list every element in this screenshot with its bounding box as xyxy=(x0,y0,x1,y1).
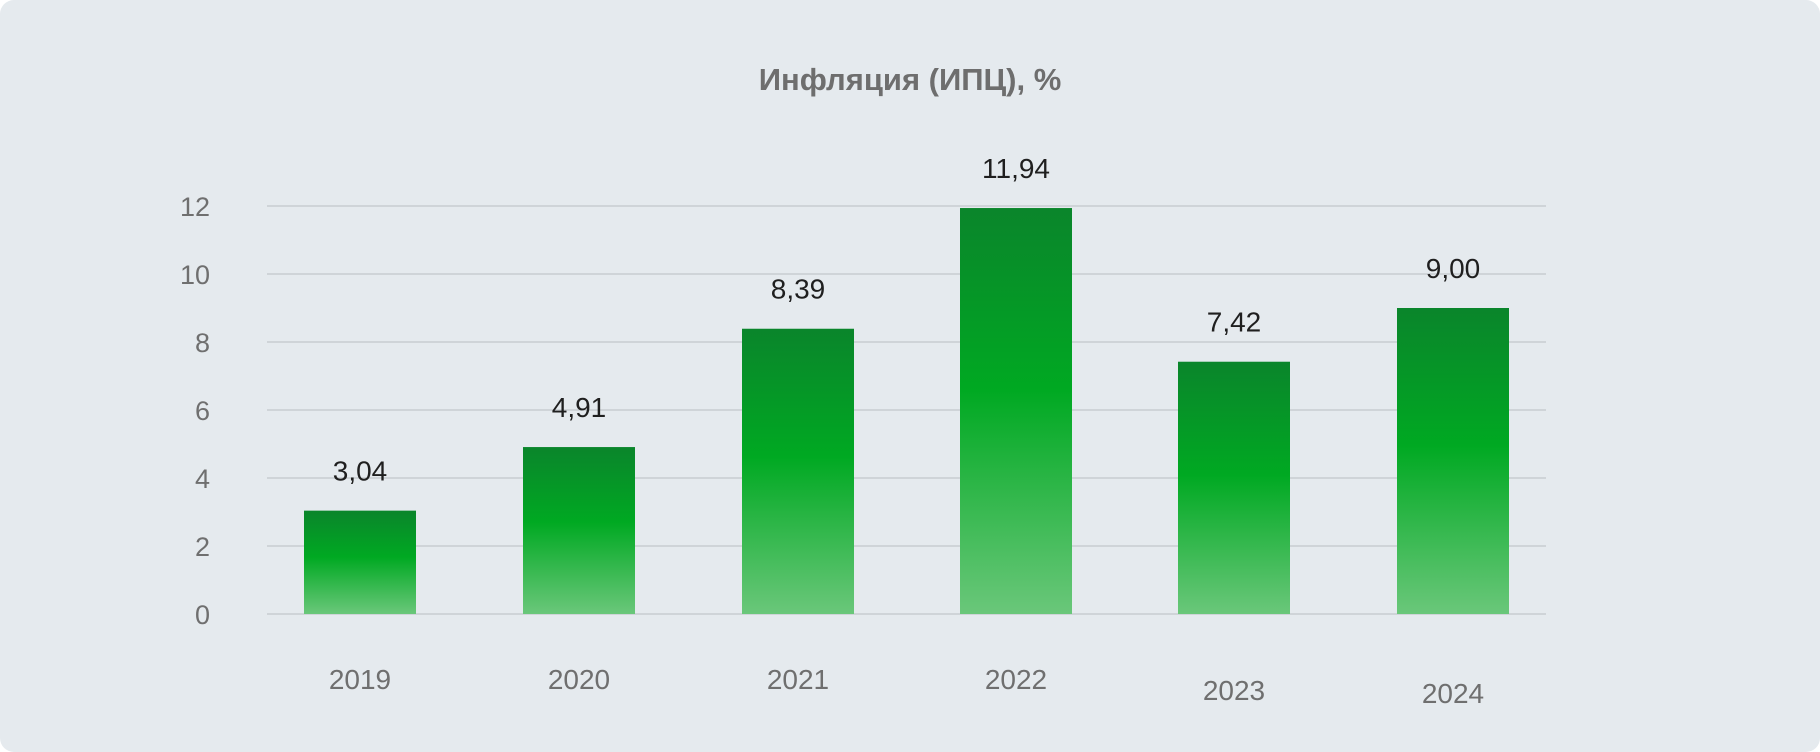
y-tick-label: 2 xyxy=(195,532,210,562)
value-label-2020: 4,91 xyxy=(552,392,607,423)
y-tick-label: 4 xyxy=(195,464,210,494)
value-label-2021: 8,39 xyxy=(771,274,826,305)
bar-2019 xyxy=(304,510,416,614)
x-tick-label-2022: 2022 xyxy=(985,664,1047,695)
y-tick-label: 6 xyxy=(195,396,210,426)
bar-2024 xyxy=(1397,308,1509,614)
value-label-2022: 11,94 xyxy=(982,153,1050,184)
value-label-2024: 9,00 xyxy=(1426,253,1481,284)
value-label-2023: 7,42 xyxy=(1207,307,1262,338)
value-label-2019: 3,04 xyxy=(333,456,388,487)
category-labels: 2019 2020 2021 2022 2023 2024 xyxy=(329,664,1484,709)
y-tick-label: 0 xyxy=(195,600,210,630)
y-tick-label: 8 xyxy=(195,328,210,358)
x-tick-label-2019: 2019 xyxy=(329,664,391,695)
bar-2023 xyxy=(1178,361,1290,614)
chart-title: Инфляция (ИПЦ), % xyxy=(758,62,1062,97)
x-tick-label-2023: 2023 xyxy=(1203,675,1265,706)
y-tick-label: 10 xyxy=(180,260,210,290)
x-tick-label-2024: 2024 xyxy=(1422,678,1484,709)
x-tick-label-2020: 2020 xyxy=(548,664,610,695)
bar-2021 xyxy=(742,328,854,614)
bar-2022 xyxy=(960,208,1072,615)
grid-lines xyxy=(267,205,1546,615)
value-labels: 3,04 4,91 8,39 11,94 7,42 9,00 xyxy=(333,153,1481,487)
y-tick-label: 12 xyxy=(180,192,210,222)
x-tick-label-2021: 2021 xyxy=(767,664,829,695)
bar-2020 xyxy=(523,447,635,614)
bars xyxy=(304,208,1509,615)
y-axis-ticks: 0 2 4 6 8 10 12 xyxy=(180,192,210,630)
